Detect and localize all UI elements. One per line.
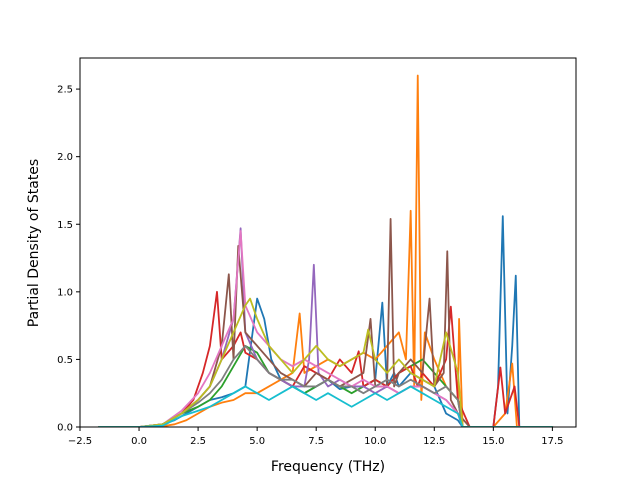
plot-frame [79, 57, 577, 428]
x-tick-label: 5.0 [249, 436, 265, 447]
x-tick-label: 2.5 [190, 436, 206, 447]
series-line-4 [98, 290, 554, 427]
x-tick-label: 12.5 [423, 436, 445, 447]
x-tick-label: 7.5 [308, 436, 324, 447]
x-tick-label: −2.5 [68, 436, 92, 447]
y-tick-label: 0.5 [57, 355, 73, 366]
x-tick-label: 10.0 [364, 436, 386, 447]
x-tick-label: 17.5 [541, 436, 563, 447]
series-line-10 [98, 385, 554, 427]
x-tick-label: 15.0 [482, 436, 504, 447]
series-line-9 [98, 297, 554, 427]
x-axis-title: Frequency (THz) [271, 459, 385, 475]
y-tick-label: 2.5 [57, 85, 73, 96]
y-tick-label: 1.5 [57, 220, 73, 231]
x-tick-label: 0.0 [131, 436, 147, 447]
y-tick-label: 1.0 [57, 287, 73, 298]
y-tick-label: 2.0 [57, 152, 73, 163]
y-axis-title: Partial Density of States [26, 159, 42, 327]
y-tick-label: 0.0 [57, 423, 73, 434]
series-line-8 [98, 344, 554, 427]
